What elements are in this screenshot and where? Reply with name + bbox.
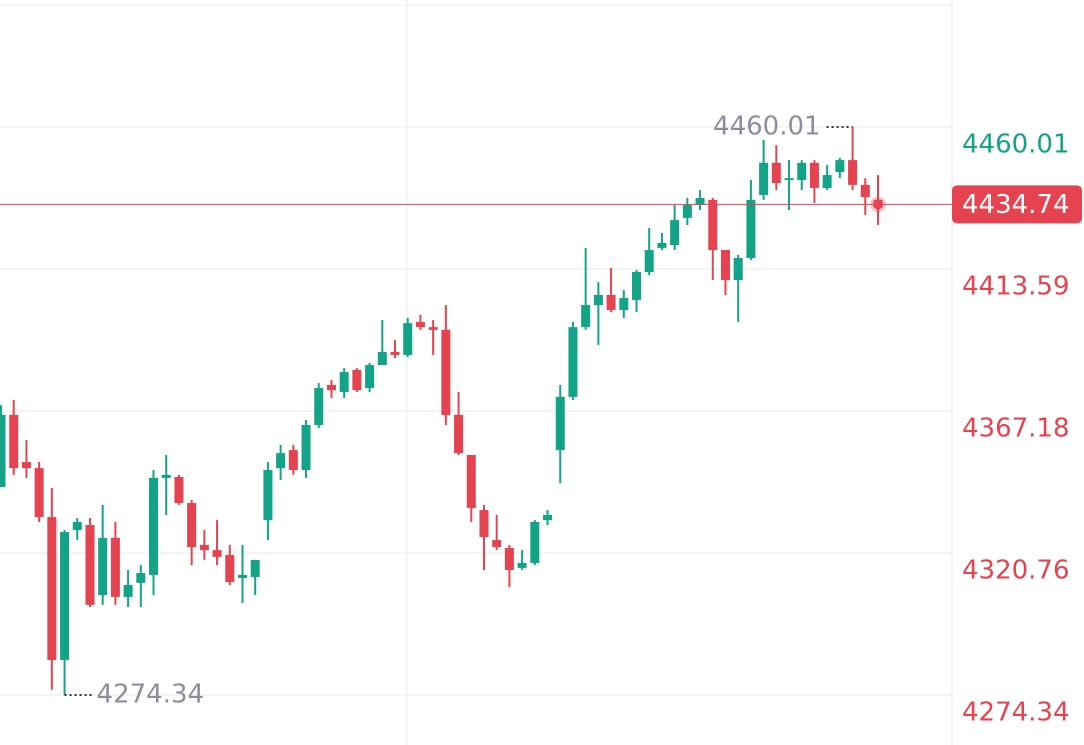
candle-body <box>377 351 387 366</box>
candle-body <box>199 544 209 551</box>
high-label: 4460.01 <box>713 112 821 142</box>
candle-body <box>403 323 413 355</box>
candle-body <box>606 294 616 310</box>
candle-body <box>187 503 197 548</box>
candle-body <box>301 425 311 470</box>
candle-body <box>390 351 400 355</box>
candle-body <box>809 162 819 188</box>
candle-body <box>365 365 375 388</box>
candle-body <box>466 454 476 508</box>
candle-body <box>250 559 260 578</box>
candle-body <box>339 372 349 392</box>
candle-body <box>797 162 807 180</box>
candle-body <box>72 521 82 530</box>
candle-body <box>822 175 832 188</box>
candle-body <box>161 474 171 478</box>
candle-body <box>720 250 730 281</box>
candle-body <box>644 250 654 273</box>
candle-body <box>771 162 781 184</box>
candle-body <box>149 477 159 575</box>
current-price-dot <box>872 199 883 210</box>
low-label: 4274.34 <box>97 680 205 710</box>
candle-body <box>98 537 108 596</box>
candle-body <box>568 327 578 397</box>
candle-body <box>21 462 31 469</box>
candle-body <box>225 555 235 582</box>
candle-body <box>263 469 273 521</box>
candle-body <box>695 198 705 206</box>
candle-body <box>110 537 120 597</box>
candle-body <box>123 585 133 597</box>
candle-body <box>670 220 680 246</box>
candle-body <box>60 532 70 660</box>
candle-body <box>517 562 527 568</box>
candle-body <box>314 387 324 426</box>
candle-body <box>492 540 502 548</box>
current-price-tag <box>952 185 1082 224</box>
candle-body <box>632 272 641 300</box>
candle-body <box>454 414 464 454</box>
candle-body <box>530 521 540 563</box>
candle-body <box>9 414 19 469</box>
candle-body <box>835 160 845 173</box>
current-price-label: 4434.74 <box>962 190 1070 220</box>
candle-body <box>0 414 6 488</box>
candle-body <box>288 450 298 470</box>
candle-body <box>543 514 553 521</box>
candle-body <box>276 453 286 469</box>
candle-body <box>326 384 336 391</box>
candle-body <box>746 199 756 258</box>
candle-body <box>657 242 667 248</box>
candle-body <box>504 547 514 571</box>
y-tick-label: 4320.76 <box>962 556 1070 586</box>
y-tick-label: 4413.59 <box>962 272 1070 302</box>
y-tick-label: 4367.18 <box>962 413 1070 443</box>
candle-body <box>581 305 591 328</box>
candle-body <box>479 510 489 537</box>
candle-body <box>733 257 743 281</box>
candle-body <box>860 184 870 198</box>
candle-body <box>441 329 451 415</box>
candle-body <box>708 199 718 251</box>
candle-body <box>47 517 57 660</box>
candle-body <box>848 160 858 185</box>
candle-body <box>352 369 362 391</box>
candle-body <box>759 162 769 195</box>
y-tick-label: 4460.01 <box>962 130 1070 160</box>
candle-body <box>415 321 425 328</box>
y-tick-label: 4274.34 <box>962 698 1070 728</box>
candle-body <box>428 327 438 330</box>
candle-body <box>34 468 44 518</box>
candle-body <box>784 178 794 181</box>
candle-body <box>593 294 603 306</box>
candle-body <box>136 573 146 583</box>
candle-body <box>85 525 95 605</box>
candle-body <box>174 477 184 504</box>
candle-body <box>682 205 692 218</box>
candle-body <box>619 298 629 310</box>
candle-body <box>212 550 222 557</box>
candle-body <box>237 574 247 578</box>
candle-body <box>555 396 565 451</box>
